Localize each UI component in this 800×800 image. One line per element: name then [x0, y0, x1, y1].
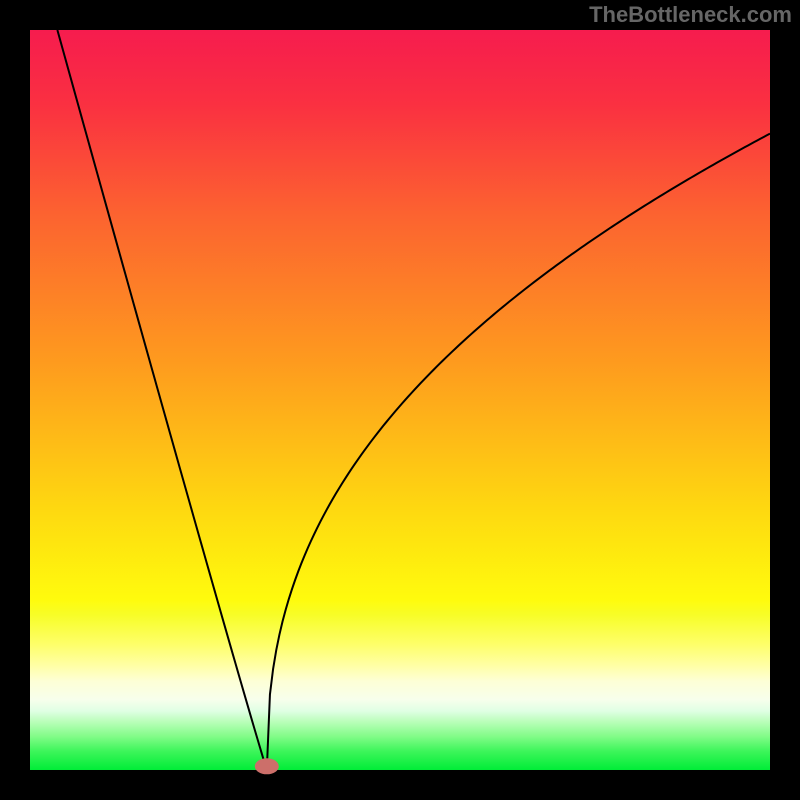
gradient-background	[30, 30, 770, 770]
chart-frame: TheBottleneck.com	[0, 0, 800, 800]
chart-svg	[0, 0, 800, 800]
minimum-marker	[255, 758, 279, 774]
watermark-text: TheBottleneck.com	[589, 2, 792, 28]
